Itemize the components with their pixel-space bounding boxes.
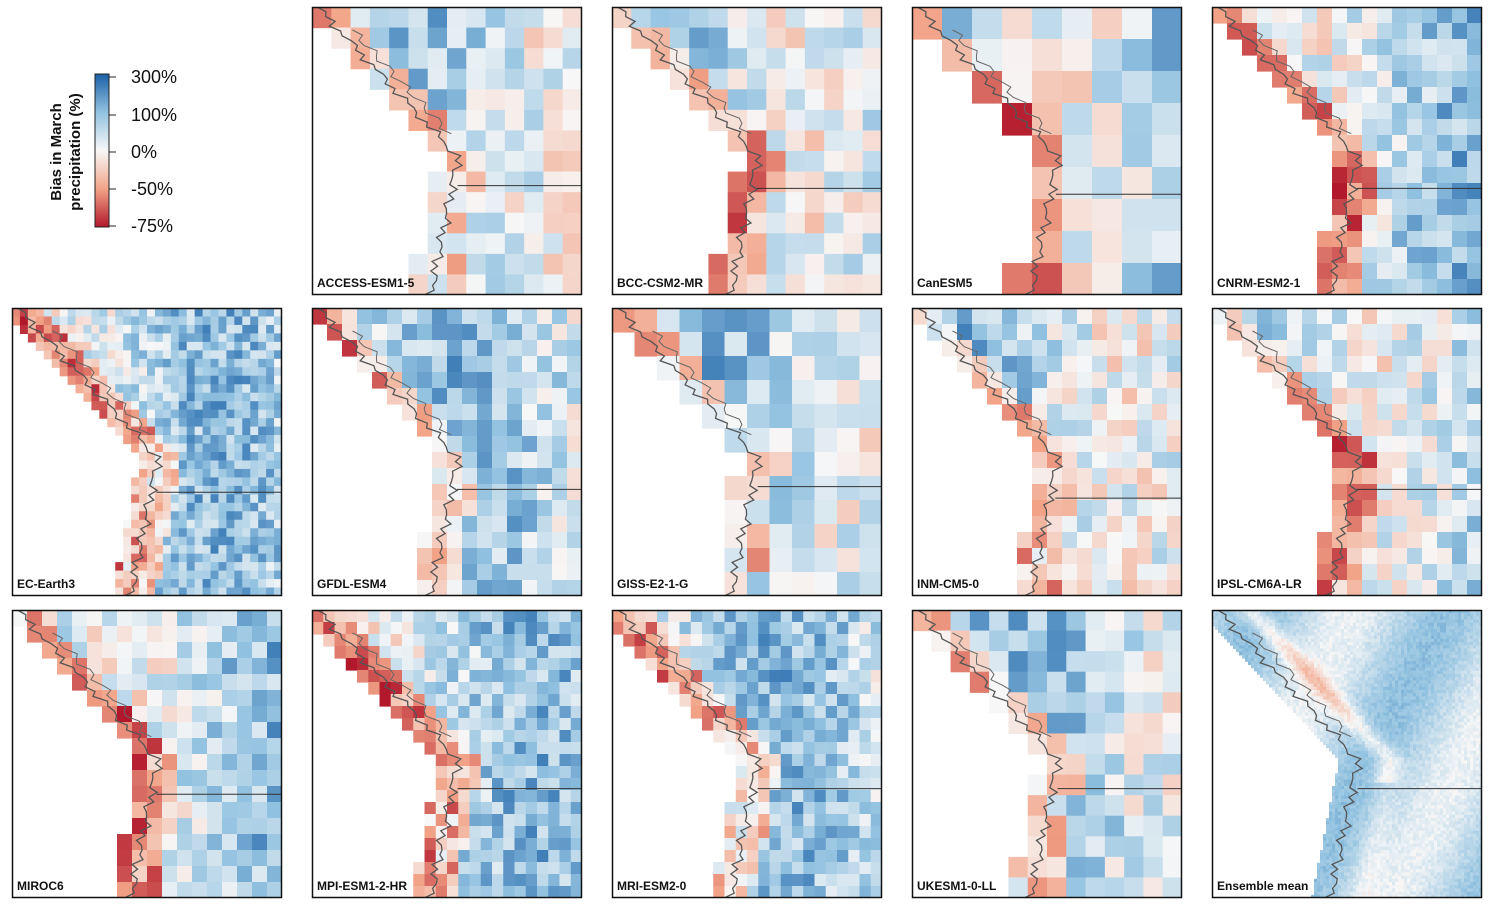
island-outline [652, 29, 752, 135]
panel-label: MPI-ESM1-2-HR [317, 879, 407, 893]
legend-title-line1: Bias in March [48, 103, 65, 201]
panel-frame [1211, 609, 1483, 899]
grid-cells [912, 7, 1182, 295]
map-panel: ACCESS-ESM1-5 [311, 6, 583, 296]
map-panel: UKESM1-0-LL [911, 609, 1183, 899]
island-outline [952, 330, 1052, 436]
coastline [1217, 610, 1364, 898]
grid-cells [1212, 308, 1482, 596]
map-panel: EC-Earth3 [11, 307, 283, 597]
legend-title-line2: precipitation (%) [67, 93, 84, 211]
island-outline [952, 29, 1052, 135]
panel-frame [311, 307, 583, 597]
island-outline [1252, 29, 1352, 135]
panel-frame [611, 307, 883, 597]
grid-cells [12, 610, 282, 898]
grid-cells [1212, 7, 1482, 295]
panel-label: INM-CM5-0 [917, 577, 979, 591]
coastline [317, 610, 464, 898]
panel-label: MIROC6 [17, 879, 64, 893]
island-outline [352, 632, 452, 738]
grid-cells [312, 610, 582, 898]
island-outline [652, 330, 752, 436]
panel-label: IPSL-CM6A-LR [1217, 577, 1302, 591]
panel-frame [1211, 307, 1483, 597]
island-outline [352, 29, 452, 135]
map-panel: GFDL-ESM4 [311, 307, 583, 597]
panel-frame [611, 609, 883, 899]
legend-colorbar [94, 73, 110, 228]
legend-tick-minus50: -50% [131, 179, 173, 199]
coastline [617, 610, 764, 898]
grid-cells [12, 308, 282, 596]
panel-label: UKESM1-0-LL [917, 879, 996, 893]
coastline [917, 610, 1064, 898]
island-outline [1252, 330, 1352, 436]
map-panel: MRI-ESM2-0 [611, 609, 883, 899]
panel-label: Ensemble mean [1217, 879, 1308, 893]
island-outline [952, 632, 1052, 738]
coastline [917, 7, 1064, 295]
coastline [317, 308, 464, 596]
map-panel: MIROC6 [11, 609, 283, 899]
island-outline [52, 330, 152, 436]
map-panel: IPSL-CM6A-LR [1211, 307, 1483, 597]
panel-frame [11, 609, 283, 899]
grid-cells [912, 610, 1182, 898]
panel-frame [311, 6, 583, 296]
coastline [17, 308, 164, 596]
panel-frame [311, 609, 583, 899]
island-outline [52, 632, 152, 738]
panel-frame [1211, 6, 1483, 296]
panel-label: CNRM-ESM2-1 [1217, 276, 1301, 290]
map-panel: GISS-E2-1-G [611, 307, 883, 597]
grid-cells [912, 308, 1182, 596]
map-panel: CanESM5 [911, 6, 1183, 296]
panel-frame [911, 609, 1183, 899]
coastline [317, 7, 464, 295]
coastline [1217, 308, 1364, 596]
grid-cells [612, 610, 882, 898]
map-panel: BCC-CSM2-MR [611, 6, 883, 296]
legend-tick-100: 100% [131, 105, 177, 125]
panel-label: MRI-ESM2-0 [617, 879, 687, 893]
island-outline [652, 632, 752, 738]
coastline [1217, 7, 1364, 295]
grid-cells [312, 308, 582, 596]
panel-frame [911, 307, 1183, 597]
panel-frame [11, 307, 283, 597]
island-outline [352, 330, 452, 436]
panel-frame [611, 6, 883, 296]
legend-tick-0: 0% [131, 142, 157, 162]
legend: Bias in March precipitation (%) 300% 100… [48, 67, 177, 236]
coastline [617, 308, 764, 596]
panel-label: GISS-E2-1-G [617, 577, 688, 591]
panel-label: ACCESS-ESM1-5 [317, 276, 415, 290]
grid-cells [312, 7, 582, 295]
map-panel: INM-CM5-0 [911, 307, 1183, 597]
panel-label: BCC-CSM2-MR [617, 276, 703, 290]
coastline [17, 610, 164, 898]
map-panels: ACCESS-ESM1-5 BCC-CSM2-MR CanESM5 CNRM-ESM2… [11, 6, 1483, 899]
panel-label: EC-Earth3 [17, 577, 75, 591]
panel-label: CanESM5 [917, 276, 973, 290]
panel-label: GFDL-ESM4 [317, 577, 387, 591]
map-panel: CNRM-ESM2-1 [1211, 6, 1483, 296]
island-outline [1252, 632, 1352, 738]
map-panel: Ensemble mean [1211, 609, 1483, 899]
legend-tick-minus75: -75% [131, 216, 173, 236]
legend-tick-300: 300% [131, 67, 177, 87]
panel-frame [911, 6, 1183, 296]
coastline [617, 7, 764, 295]
coastline [917, 308, 1064, 596]
grid-cells [612, 7, 882, 295]
grid-cells [1212, 610, 1482, 898]
map-panel: MPI-ESM1-2-HR [311, 609, 583, 899]
